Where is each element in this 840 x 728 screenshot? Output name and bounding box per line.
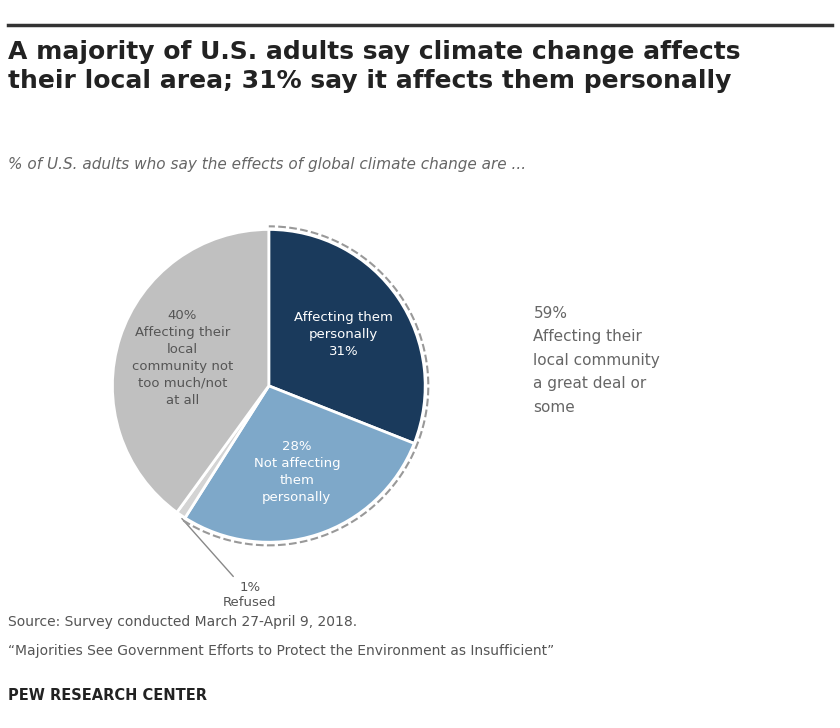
Wedge shape	[177, 386, 269, 518]
Wedge shape	[185, 386, 414, 542]
Text: Affecting them
personally
31%: Affecting them personally 31%	[294, 312, 393, 358]
Text: A majority of U.S. adults say climate change affects
their local area; 31% say i: A majority of U.S. adults say climate ch…	[8, 40, 741, 92]
Text: 1%
Refused: 1% Refused	[182, 518, 277, 609]
Text: Source: Survey conducted March 27-April 9, 2018.: Source: Survey conducted March 27-April …	[8, 615, 358, 629]
Wedge shape	[113, 229, 269, 513]
Text: 28%
Not affecting
them
personally: 28% Not affecting them personally	[254, 440, 340, 504]
Text: “Majorities See Government Efforts to Protect the Environment as Insufficient”: “Majorities See Government Efforts to Pr…	[8, 644, 554, 658]
Text: 40%
Affecting their
local
community not
too much/not
at all: 40% Affecting their local community not …	[132, 309, 234, 407]
Text: % of U.S. adults who say the effects of global climate change are ...: % of U.S. adults who say the effects of …	[8, 157, 527, 172]
Text: PEW RESEARCH CENTER: PEW RESEARCH CENTER	[8, 688, 207, 703]
Wedge shape	[269, 229, 425, 443]
Text: 59%
Affecting their
local community
a great deal or
some: 59% Affecting their local community a gr…	[533, 306, 660, 415]
